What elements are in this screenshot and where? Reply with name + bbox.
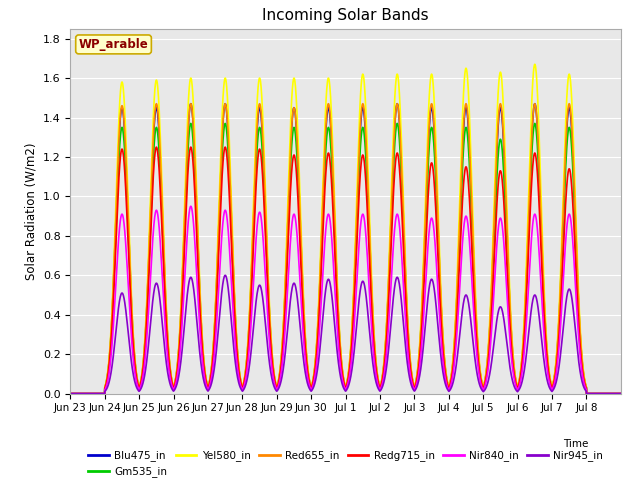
Red655_in bbox=[179, 257, 187, 263]
Nir840_in bbox=[67, 391, 74, 396]
Y-axis label: Solar Radiation (W/m2): Solar Radiation (W/m2) bbox=[24, 143, 37, 280]
Gm535_in bbox=[533, 135, 541, 141]
Line: Nir840_in: Nir840_in bbox=[70, 206, 621, 394]
Nir945_in bbox=[465, 301, 472, 307]
Nir945_in bbox=[179, 337, 187, 343]
Blu475_in bbox=[67, 391, 74, 396]
Yel580_in bbox=[611, 391, 619, 396]
Yel580_in bbox=[533, 79, 541, 84]
Gm535_in bbox=[500, 169, 508, 175]
Yel580_in bbox=[179, 245, 187, 251]
Redg715_in bbox=[152, 144, 160, 150]
Line: Blu475_in: Blu475_in bbox=[70, 104, 621, 394]
Yel580_in bbox=[617, 391, 625, 396]
Line: Gm535_in: Gm535_in bbox=[70, 123, 621, 394]
Nir840_in bbox=[533, 221, 541, 227]
Redg715_in bbox=[179, 273, 187, 279]
Redg715_in bbox=[533, 163, 541, 168]
Redg715_in bbox=[67, 391, 74, 396]
Blu475_in bbox=[416, 341, 424, 347]
Nir840_in bbox=[611, 391, 619, 396]
Blu475_in bbox=[500, 141, 508, 147]
Yel580_in bbox=[531, 61, 539, 67]
Nir840_in bbox=[187, 204, 195, 209]
Yel580_in bbox=[416, 335, 424, 341]
Red655_in bbox=[465, 124, 472, 130]
Redg715_in bbox=[500, 199, 508, 205]
Nir945_in bbox=[611, 391, 619, 396]
Gm535_in bbox=[179, 266, 187, 272]
Title: Incoming Solar Bands: Incoming Solar Bands bbox=[262, 9, 429, 24]
Nir840_in bbox=[500, 240, 508, 246]
Line: Red655_in: Red655_in bbox=[70, 104, 621, 394]
Nir945_in bbox=[617, 391, 625, 396]
Red655_in bbox=[565, 101, 573, 107]
Yel580_in bbox=[500, 110, 508, 116]
Line: Yel580_in: Yel580_in bbox=[70, 64, 621, 394]
Red655_in bbox=[617, 391, 625, 396]
Red655_in bbox=[533, 114, 541, 120]
Redg715_in bbox=[465, 185, 472, 191]
Nir840_in bbox=[465, 229, 472, 235]
Gm535_in bbox=[531, 120, 539, 126]
Yel580_in bbox=[465, 92, 472, 97]
Red655_in bbox=[67, 391, 74, 396]
Blu475_in bbox=[465, 128, 472, 133]
Red655_in bbox=[500, 138, 508, 144]
Blu475_in bbox=[617, 391, 625, 396]
Blu475_in bbox=[611, 391, 619, 396]
Nir840_in bbox=[417, 359, 424, 364]
Redg715_in bbox=[611, 391, 619, 396]
Gm535_in bbox=[67, 391, 74, 396]
Blu475_in bbox=[531, 101, 539, 107]
Nir945_in bbox=[533, 297, 541, 303]
Redg715_in bbox=[617, 391, 625, 396]
Gm535_in bbox=[617, 391, 625, 396]
Redg715_in bbox=[417, 348, 424, 354]
Nir945_in bbox=[221, 273, 229, 278]
Gm535_in bbox=[611, 391, 619, 396]
Nir945_in bbox=[417, 370, 424, 375]
Gm535_in bbox=[465, 146, 472, 152]
Line: Redg715_in: Redg715_in bbox=[70, 147, 621, 394]
Gm535_in bbox=[416, 345, 424, 350]
Blu475_in bbox=[533, 116, 541, 122]
Yel580_in bbox=[67, 391, 74, 396]
Legend: Blu475_in, Gm535_in, Yel580_in, Red655_in, Redg715_in, Nir840_in, Nir945_in: Blu475_in, Gm535_in, Yel580_in, Red655_i… bbox=[84, 446, 607, 480]
Text: WP_arable: WP_arable bbox=[79, 38, 148, 51]
Nir945_in bbox=[500, 316, 508, 322]
Red655_in bbox=[611, 391, 619, 396]
Blu475_in bbox=[179, 257, 187, 263]
Nir945_in bbox=[67, 391, 74, 396]
Red655_in bbox=[416, 340, 424, 346]
Text: Time: Time bbox=[563, 439, 589, 449]
Line: Nir945_in: Nir945_in bbox=[70, 276, 621, 394]
Nir840_in bbox=[179, 304, 187, 310]
Nir840_in bbox=[617, 391, 625, 396]
